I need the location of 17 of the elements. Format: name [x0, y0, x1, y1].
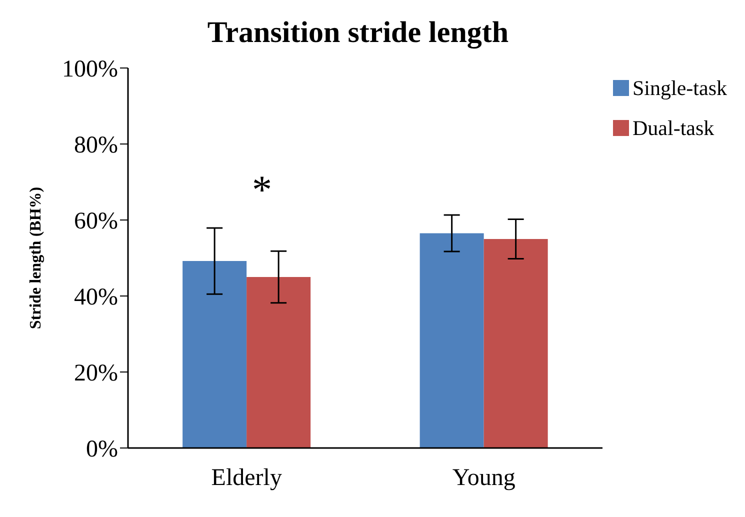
bar	[484, 239, 548, 448]
annotation: *	[252, 167, 272, 212]
bar	[246, 277, 311, 448]
bar	[182, 261, 247, 448]
x-tick-label: Young	[452, 465, 516, 492]
y-tick-label: 40%	[74, 284, 118, 311]
y-tick-label: 80%	[74, 132, 118, 159]
y-tick-label: 100%	[62, 56, 118, 83]
legend-label: Single-task	[632, 75, 727, 102]
x-tick-label: Elderly	[211, 465, 282, 492]
legend-label: Dual-task	[632, 115, 714, 142]
chart-title: Transition stride length	[206, 15, 510, 51]
y-tick-label: 0%	[86, 436, 118, 463]
y-axis-title: Stride length (BH%)	[28, 186, 45, 330]
y-tick-label: 60%	[74, 208, 118, 235]
y-tick-label: 20%	[74, 360, 118, 387]
bar	[420, 233, 484, 448]
